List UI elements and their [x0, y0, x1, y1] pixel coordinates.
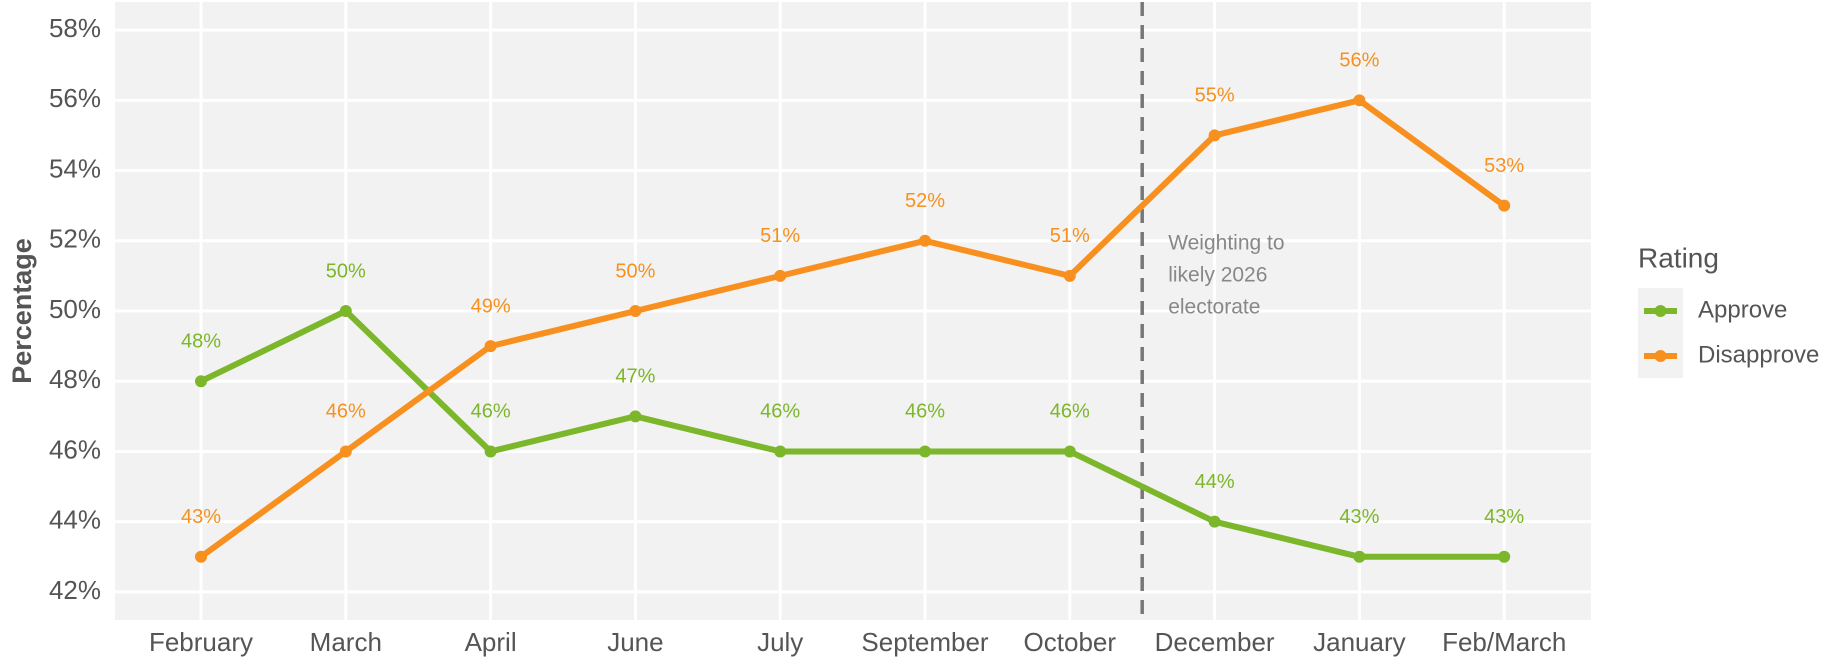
data-label: 50%: [615, 260, 655, 282]
point: [919, 445, 931, 458]
point: [629, 410, 642, 423]
y-tick-label: 48%: [49, 364, 101, 394]
data-label: 53%: [1484, 155, 1524, 177]
x-tick-label: January: [1313, 627, 1406, 657]
data-label: 50%: [326, 260, 366, 282]
point: [919, 234, 931, 247]
data-label: 55%: [1195, 85, 1235, 107]
point: [1353, 550, 1366, 563]
y-tick-label: 56%: [49, 83, 101, 113]
y-tick-label: 50%: [49, 294, 101, 324]
x-tick-label: June: [607, 627, 663, 657]
legend-key-point: [1654, 305, 1667, 317]
data-label: 46%: [1050, 401, 1090, 423]
y-tick-label: 42%: [49, 575, 101, 605]
data-label: 56%: [1339, 50, 1379, 72]
point: [195, 550, 207, 563]
data-label: 52%: [905, 190, 945, 212]
x-tick-label: July: [757, 627, 803, 657]
point: [1498, 550, 1511, 563]
point: [484, 445, 497, 458]
data-label: 49%: [471, 295, 511, 317]
data-label: 51%: [760, 225, 800, 247]
legend-key-background: [1638, 288, 1683, 378]
point: [774, 269, 787, 282]
point: [339, 305, 352, 317]
legend-key-point: [1654, 350, 1667, 362]
point: [1353, 94, 1366, 107]
point: [1063, 269, 1076, 282]
x-tick-label: Feb/March: [1442, 627, 1566, 657]
data-label: 43%: [1484, 506, 1524, 528]
annotation: likely 2026: [1168, 264, 1267, 287]
data-label: 43%: [1339, 506, 1379, 528]
data-label: 46%: [760, 401, 800, 423]
data-label: 46%: [905, 401, 945, 423]
point: [1063, 445, 1076, 458]
x-tick-label: October: [1024, 627, 1117, 657]
x-tick-label: September: [861, 627, 989, 657]
line: [199, 308, 1505, 560]
point: [1498, 199, 1511, 212]
y-tick-label: 54%: [49, 153, 101, 183]
x-tick-label: March: [310, 627, 382, 657]
data-label: 48%: [181, 331, 221, 353]
annotation: Weighting to: [1168, 232, 1284, 255]
point: [484, 340, 497, 353]
point: [774, 445, 787, 458]
x-tick-label: December: [1155, 627, 1275, 657]
point: [195, 375, 207, 388]
data-label: 51%: [1050, 225, 1090, 247]
data-label: 46%: [326, 401, 366, 423]
y-tick-label: 46%: [49, 434, 101, 464]
x-tick-label: April: [465, 627, 517, 657]
point: [1208, 515, 1221, 528]
line: [199, 97, 1506, 560]
y-tick-label: 44%: [49, 505, 101, 535]
point: [629, 305, 642, 317]
data-label: 43%: [181, 506, 221, 528]
data-label: 47%: [615, 366, 655, 388]
point: [1208, 129, 1221, 142]
y-tick-label: 58%: [49, 13, 101, 43]
x-tick-label: February: [149, 627, 253, 657]
legend-label: Approve: [1698, 296, 1787, 323]
point: [339, 445, 352, 458]
y-tick-label: 52%: [49, 224, 101, 254]
legend-title: Rating: [1638, 242, 1719, 273]
annotation: electorate: [1168, 296, 1260, 319]
data-label: 46%: [471, 401, 511, 423]
data-label: 44%: [1195, 471, 1235, 493]
legend-label: Disapprove: [1698, 341, 1819, 368]
y-axis-title: Percentage: [7, 238, 37, 384]
